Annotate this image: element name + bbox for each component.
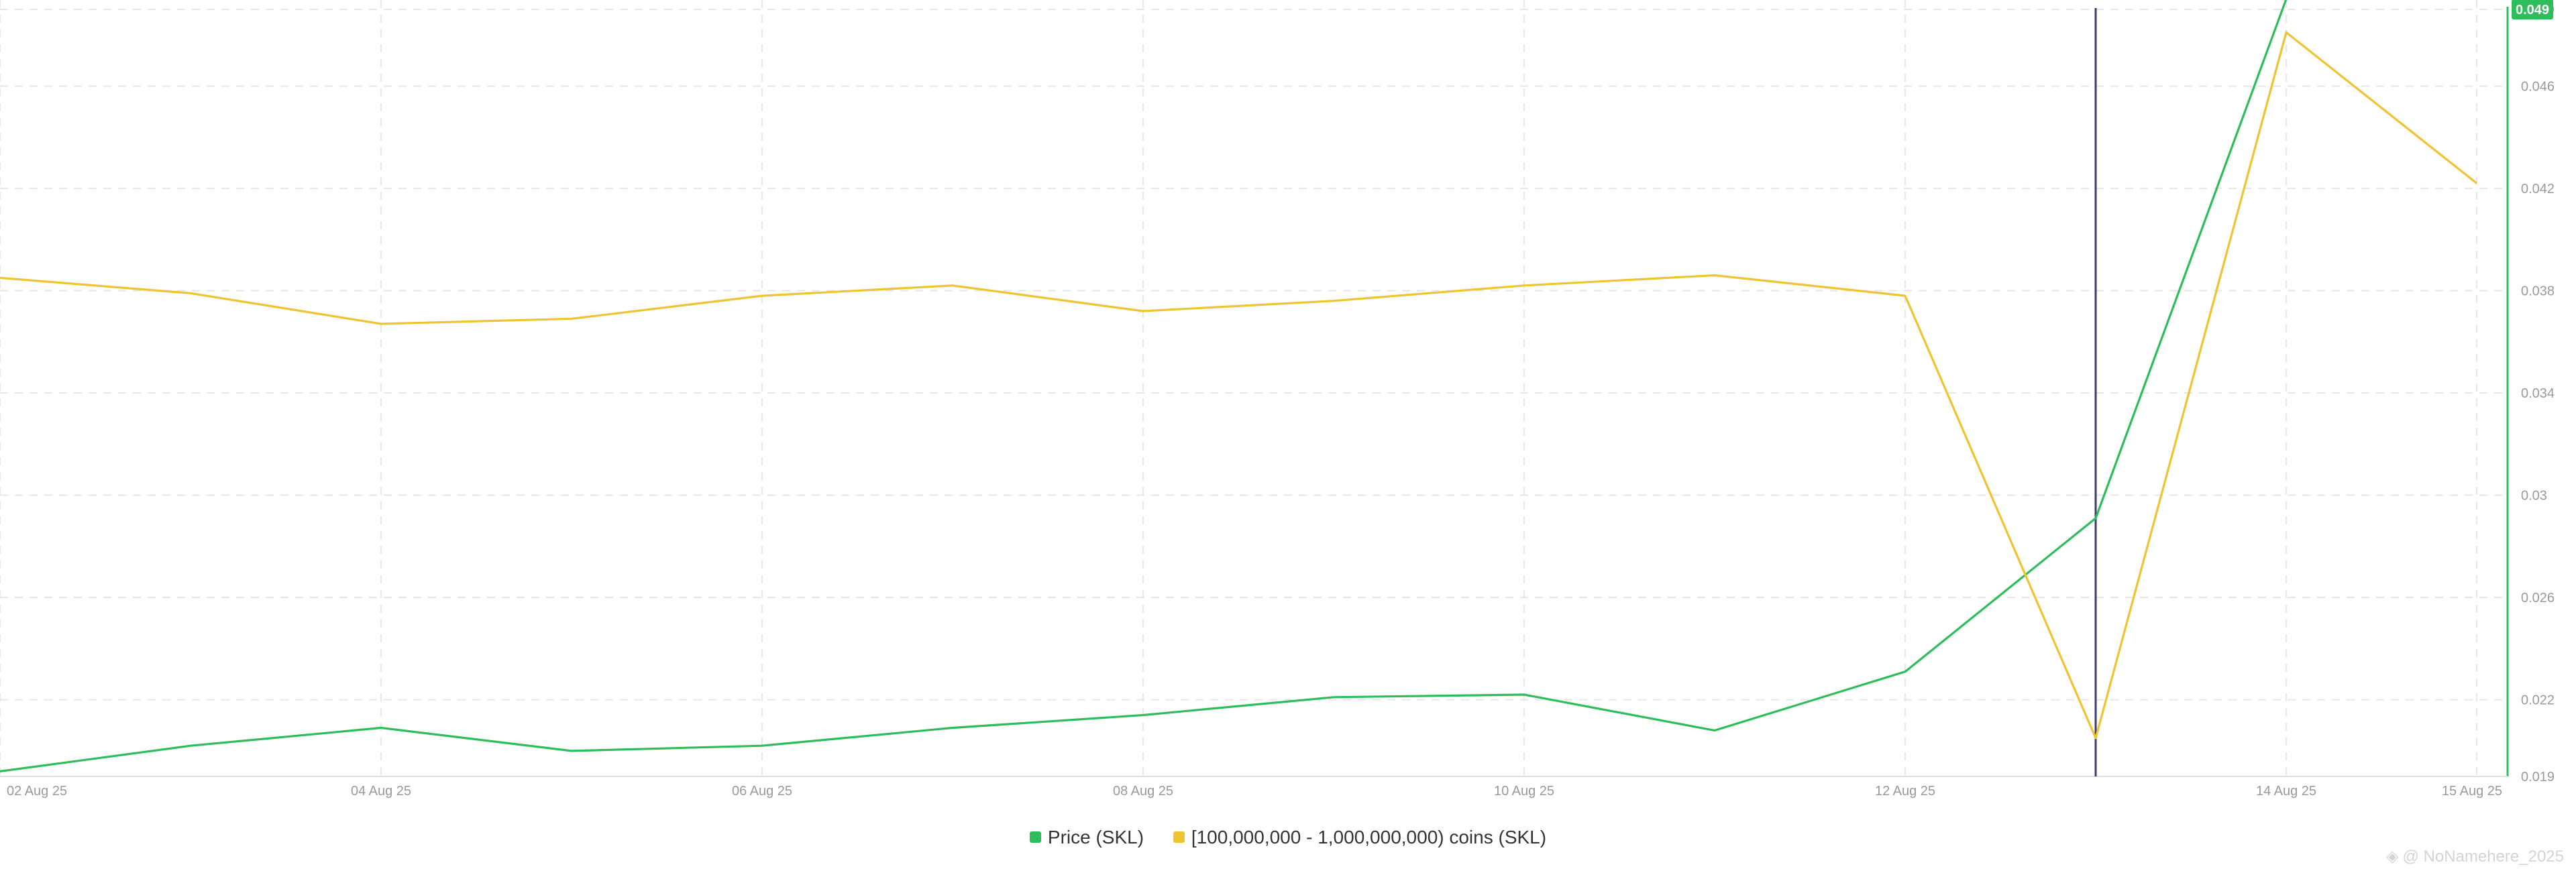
x-tick-label: 12 Aug 25 <box>1875 784 1935 799</box>
y-tick-label: 0.03 <box>2521 489 2547 504</box>
y-tick-label: 0.019 <box>2521 770 2555 784</box>
watermark-icon: ◈ <box>2386 848 2399 866</box>
x-tick-label: 04 Aug 25 <box>351 784 411 799</box>
x-tick-label: 15 Aug 25 <box>2442 784 2502 799</box>
legend-label-holders: [100,000,000 - 1,000,000,000) coins (SKL… <box>1191 826 1547 848</box>
current-value-badge <box>2512 0 2553 19</box>
x-tick-label: 08 Aug 25 <box>1113 784 1173 799</box>
legend-label-price: Price (SKL) <box>1047 826 1144 848</box>
legend-item-holders[interactable]: [100,000,000 - 1,000,000,000) coins (SKL… <box>1173 827 1546 848</box>
y-tick-label: 0.026 <box>2521 591 2555 605</box>
y-tick-label: 0.022 <box>2521 693 2555 708</box>
x-tick-label: 02 Aug 25 <box>7 784 67 799</box>
current-value-label: 0.049 <box>2516 3 2549 17</box>
watermark-text: @ NoNamehere_2025 <box>2402 847 2564 866</box>
x-tick-label: 14 Aug 25 <box>2256 784 2316 799</box>
chart-legend: Price (SKL) [100,000,000 - 1,000,000,000… <box>0 826 2576 848</box>
legend-item-price[interactable]: Price (SKL) <box>1029 826 1144 848</box>
y-tick-label: 0.046 <box>2521 79 2555 94</box>
legend-swatch-price <box>1029 831 1041 843</box>
price-series-line <box>0 0 2288 772</box>
x-tick-label: 06 Aug 25 <box>732 784 792 799</box>
holders-series-line <box>0 31 2477 740</box>
legend-swatch-holders <box>1173 831 1185 843</box>
y-tick-label: 0.034 <box>2521 386 2555 401</box>
y-tick-label: 0.042 <box>2521 182 2555 196</box>
watermark: ◈ @ NoNamehere_2025 <box>2386 847 2564 866</box>
y-tick-label: 0.038 <box>2521 284 2555 298</box>
x-tick-label: 10 Aug 25 <box>1494 784 1554 799</box>
